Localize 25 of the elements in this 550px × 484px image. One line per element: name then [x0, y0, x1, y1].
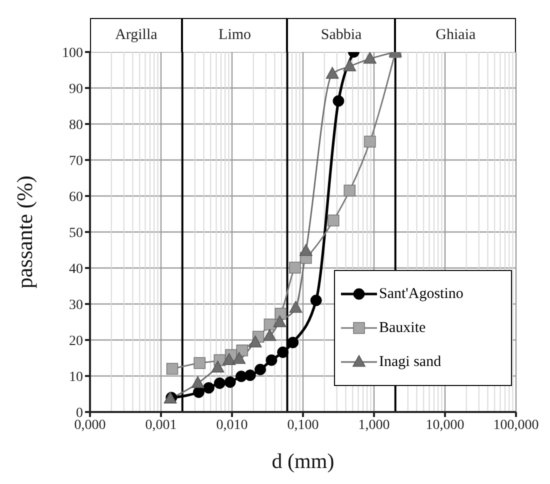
- y-tick-label: 50: [69, 226, 83, 241]
- x-tick-label: 0,010: [216, 418, 248, 433]
- x-axis-title: d (mm): [272, 449, 334, 473]
- y-tick-label: 70: [69, 154, 83, 169]
- y-tick-label: 10: [69, 370, 83, 385]
- text: Argilla: [115, 26, 158, 44]
- y-tick-label: 60: [69, 190, 83, 205]
- legend-label: Bauxite: [379, 320, 426, 336]
- text: Limo: [218, 26, 252, 44]
- x-tick-label: 1,000: [358, 418, 390, 433]
- y-tick-label: 90: [69, 82, 83, 97]
- y-tick-label: 30: [69, 298, 83, 313]
- text: Sabbia: [320, 26, 362, 44]
- x-tick-label: 0,100: [287, 418, 319, 433]
- x-tick-label: 10,000: [426, 418, 464, 433]
- y-axis-title: passante (%): [12, 175, 37, 289]
- y-tick-label: 100: [62, 46, 83, 61]
- y-tick-label: 20: [69, 334, 83, 349]
- legend-label: Inagi sand: [379, 354, 442, 370]
- x-tick-label: 100,000: [493, 418, 539, 433]
- x-tick-label: 0,001: [145, 418, 177, 433]
- text: Ghiaia: [436, 26, 476, 44]
- y-tick-label: 40: [69, 262, 83, 277]
- y-tick-label: 80: [69, 118, 83, 133]
- legend-label: Sant'Agostino: [379, 286, 464, 302]
